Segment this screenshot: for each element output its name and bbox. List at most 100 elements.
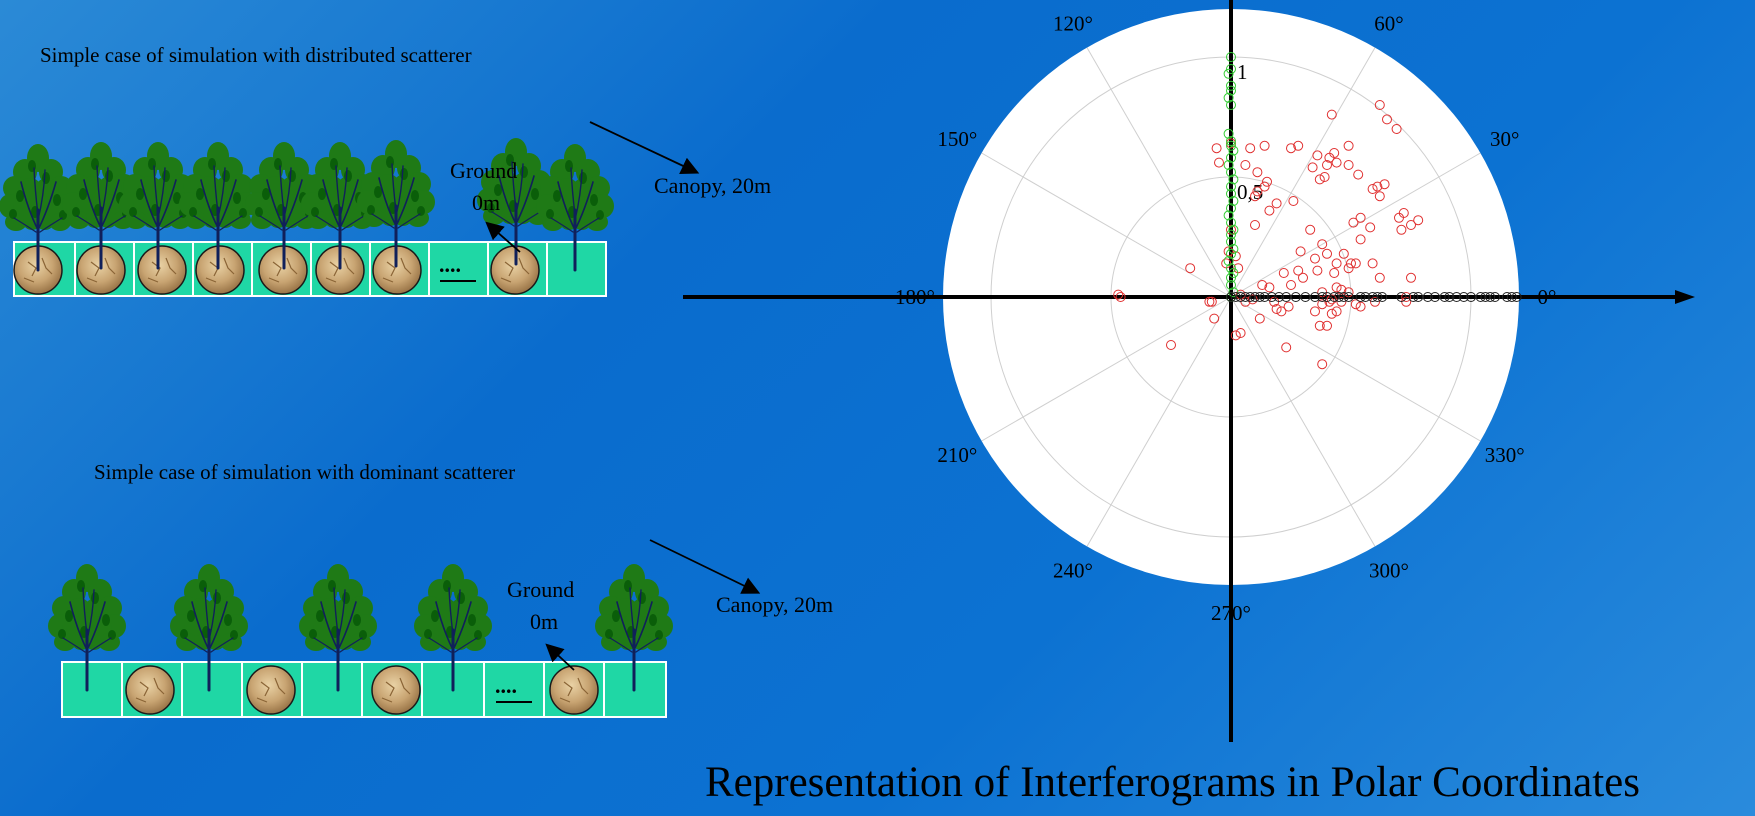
polar-point-s1-14: [1226, 188, 1236, 199]
polar-point-s1-15: [1226, 181, 1236, 192]
polar-point-s2-12: [1300, 292, 1311, 302]
polar-point-s1-20: [1228, 145, 1239, 156]
panel1-ground-arrow: [485, 221, 521, 253]
polar-point-s0-98: [1348, 217, 1359, 228]
polar-point-s1-18: [1223, 160, 1234, 170]
polar-point-s1-28: [1223, 68, 1234, 79]
polar-point-s1-27: [1226, 80, 1236, 91]
panel1-ground-height: 0m: [472, 190, 501, 215]
polar-point-s0-1: [1226, 138, 1236, 149]
polar-angle-label-180: 180°: [895, 285, 935, 309]
polar-point-s2-20: [1355, 292, 1366, 302]
polar-point-s2-32: [1451, 292, 1462, 302]
polar-point-s0-34: [1394, 212, 1404, 223]
polar-point-s0-61: [1336, 284, 1347, 295]
polar-spoke-210: [981, 296, 1232, 442]
polar-point-s0-35: [1413, 215, 1424, 226]
polar-point-s2-10: [1281, 292, 1292, 302]
polar-point-s0-102: [1259, 181, 1270, 192]
polar-point-s0-86: [1185, 263, 1196, 274]
polar-point-s2-7: [1259, 292, 1270, 302]
polar-point-s0-92: [1355, 301, 1366, 312]
polar-point-s0-100: [1286, 143, 1296, 154]
polar-point-s0-81: [1247, 294, 1258, 305]
polar-point-s0-99: [1355, 212, 1366, 223]
polar-point-s0-63: [1336, 296, 1347, 307]
polar-point-s0-58: [1257, 280, 1268, 290]
polar-spoke-120: [1086, 47, 1232, 298]
polar-point-s0-44: [1310, 253, 1320, 264]
polar-point-s2-1: [1230, 292, 1241, 302]
polar-x-axis-arrow: [1675, 290, 1695, 304]
polar-point-s0-19: [1343, 160, 1354, 170]
polar-point-s0-26: [1382, 114, 1392, 125]
polar-r-label-0: 0,5: [1237, 180, 1263, 204]
polar-point-s0-22: [1319, 172, 1330, 182]
polar-spoke-60: [1230, 47, 1376, 298]
polar-point-s2-18: [1338, 292, 1349, 302]
polar-point-s0-52: [1312, 265, 1323, 276]
polar-point-s0-21: [1329, 148, 1340, 158]
polar-point-s2-26: [1408, 292, 1419, 302]
polar-point-s2-19: [1343, 292, 1354, 302]
polar-point-s0-36: [1396, 224, 1407, 235]
polar-point-s1-29: [1226, 64, 1236, 74]
polar-point-s0-60: [1331, 282, 1342, 293]
polar-point-s1-11: [1223, 210, 1234, 221]
polar-point-s1-31: [1228, 287, 1239, 298]
polar-angle-label-30: 30°: [1490, 127, 1519, 151]
polar-point-s0-24: [1353, 169, 1364, 180]
polar-angle-label-0: 0°: [1538, 285, 1557, 309]
polar-point-s0-11: [1264, 205, 1275, 216]
polar-point-s2-34: [1466, 292, 1476, 302]
polar-r-label-1: 1: [1237, 60, 1248, 84]
polar-point-s2-15: [1322, 292, 1332, 302]
polar-point-s0-6: [1252, 167, 1263, 178]
polar-point-s0-28: [1391, 124, 1402, 134]
panel1-canopy-label: Canopy, 20m: [654, 173, 772, 198]
polar-point-s1-24: [1226, 100, 1236, 110]
polar-spoke-300: [1230, 296, 1376, 547]
polar-point-s0-65: [1331, 306, 1342, 317]
polar-point-s1-13: [1228, 196, 1239, 206]
polar-point-s2-35: [1475, 292, 1486, 302]
polar-spoke-30: [1230, 152, 1481, 298]
polar-point-s0-17: [1307, 162, 1318, 173]
polar-point-s0-97: [1374, 272, 1385, 283]
polar-point-s2-24: [1377, 292, 1388, 302]
polar-point-s2-22: [1367, 292, 1378, 302]
polar-point-s0-83: [1206, 296, 1217, 307]
polar-point-s1-9: [1228, 224, 1239, 235]
polar-point-s0-31: [1372, 181, 1383, 192]
polar-point-s0-72: [1230, 330, 1241, 341]
polar-point-s0-42: [1317, 239, 1328, 250]
polar-point-s0-8: [1252, 186, 1263, 197]
polar-point-s2-9: [1274, 292, 1284, 302]
polar-point-s0-93: [1370, 296, 1380, 307]
polar-point-s1-5: [1226, 248, 1236, 259]
polar-point-s1-8: [1226, 229, 1236, 240]
polar-point-s1-4: [1223, 256, 1234, 266]
panel1-ground-strip: [13, 241, 607, 297]
polar-point-s0-0: [1250, 220, 1260, 230]
polar-point-s0-96: [1406, 272, 1416, 283]
panel2-ground-label: Ground: [507, 577, 575, 602]
polar-point-s2-37: [1485, 292, 1496, 302]
polar-point-s0-94: [1401, 292, 1412, 302]
polar-point-s2-0: [1226, 292, 1236, 302]
polar-point-s0-76: [1326, 308, 1337, 319]
polar-point-s1-30: [1226, 52, 1236, 62]
polar-point-s0-3: [1211, 143, 1222, 154]
polar-point-s1-12: [1226, 203, 1236, 214]
polar-point-s0-54: [1293, 265, 1304, 276]
polar-point-s1-3: [1226, 263, 1236, 274]
polar-spoke-330: [1230, 296, 1481, 442]
polar-point-s0-2: [1214, 157, 1224, 168]
polar-point-s0-10: [1250, 191, 1260, 202]
polar-point-s0-69: [1276, 306, 1287, 317]
polar-point-s0-38: [1365, 222, 1376, 233]
polar-point-s0-40: [1346, 258, 1356, 269]
polar-point-s0-77: [1310, 306, 1320, 317]
